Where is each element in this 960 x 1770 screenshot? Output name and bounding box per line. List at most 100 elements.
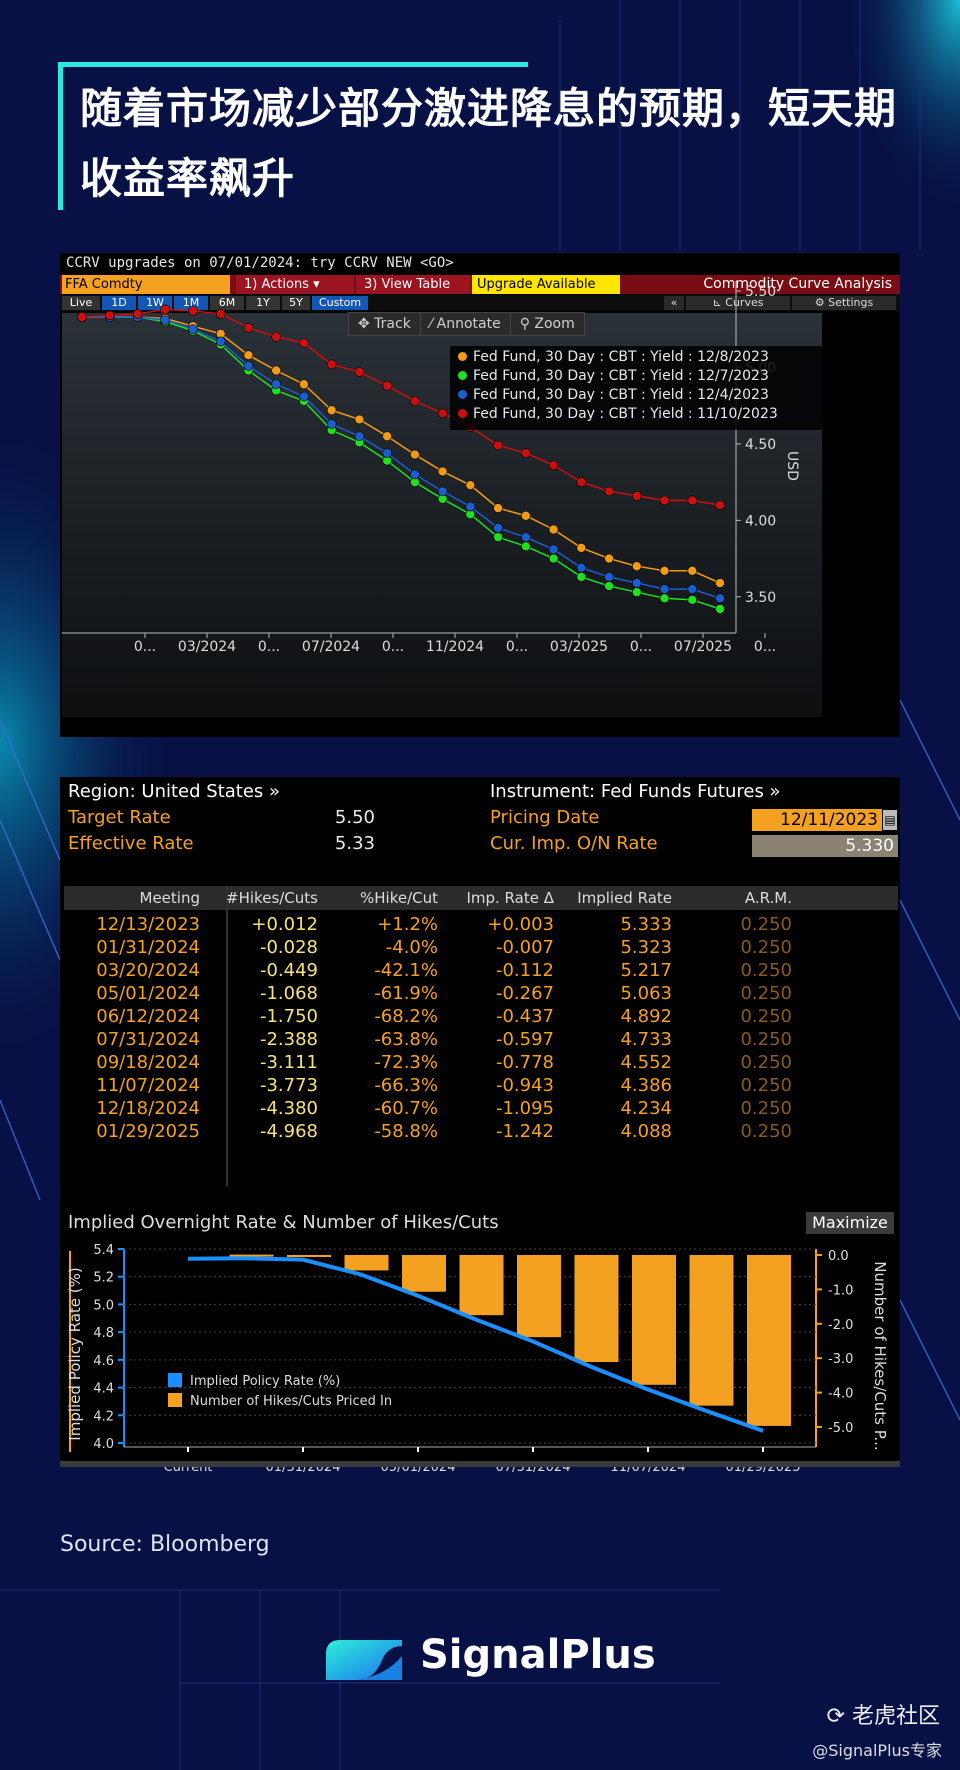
- range-1y[interactable]: 1Y: [246, 296, 280, 310]
- table-cell: -0.112: [495, 960, 554, 981]
- column-header[interactable]: %Hike/Cut: [360, 889, 438, 907]
- column-header[interactable]: A.R.M.: [744, 889, 792, 907]
- watermark-logo-icon: ⟳: [826, 1704, 852, 1729]
- range-1d[interactable]: 1D: [102, 296, 136, 310]
- data-point: [188, 306, 198, 316]
- x-tick-label: 03/2024: [178, 639, 236, 655]
- settings-button[interactable]: ⚙ Settings: [792, 296, 896, 310]
- signalplus-logo-icon: [326, 1640, 402, 1680]
- collapse-button[interactable]: «: [664, 296, 684, 310]
- table-cell: -1.095: [495, 1098, 554, 1119]
- table-cell: -60.7%: [374, 1098, 438, 1119]
- data-point: [299, 338, 309, 348]
- curve-chart: 5.505.004.504.003.50USD0...03/20240...07…: [62, 281, 800, 655]
- bar-chart-title: Implied Overnight Rate & Number of Hikes…: [68, 1212, 499, 1233]
- data-point: [715, 604, 725, 614]
- meeting-date-cell: 01/31/2024: [96, 937, 200, 958]
- table-cell: 0.250: [740, 960, 792, 981]
- security-field[interactable]: FFA Comdty: [62, 275, 230, 294]
- data-point: [659, 584, 670, 594]
- table-cell: 4.733: [620, 1029, 672, 1050]
- calendar-icon[interactable]: ▤: [883, 810, 897, 830]
- data-point: [576, 562, 587, 573]
- view-table-button[interactable]: 3) View Table: [356, 275, 470, 294]
- table-cell: -72.3%: [374, 1052, 438, 1073]
- x-tick-label: 07/2025: [674, 639, 732, 655]
- brand-name: SignalPlus: [420, 1632, 656, 1678]
- data-point: [548, 544, 559, 555]
- range-1m[interactable]: 1M: [174, 296, 208, 310]
- pricing-date-input[interactable]: 12/11/2023: [752, 809, 882, 831]
- table-cell: 4.552: [620, 1052, 672, 1073]
- y2-tick-label: -5.0: [828, 1421, 853, 1436]
- upgrade-available-button[interactable]: Upgrade Available: [472, 275, 620, 294]
- column-header[interactable]: Implied Rate: [577, 889, 672, 907]
- implied-rate-chart: 5.4 5.2 5.0 4.8 4.6 4.4 4.2 4.0 0.0 -1.0 -2.0 -3.0 -…: [66, 1243, 889, 1475]
- data-point: [521, 541, 531, 552]
- table-cell: 5.323: [620, 937, 672, 958]
- x-tick-label: 03/2025: [550, 639, 608, 655]
- curves-button[interactable]: ⊾ Curves: [686, 296, 790, 310]
- table-cell: -0.007: [495, 937, 554, 958]
- data-point: [604, 572, 614, 582]
- table-cell: +0.003: [487, 914, 554, 935]
- legend-swatch: [458, 409, 467, 418]
- x-tick-label: 0...: [258, 639, 280, 655]
- source-note: Source: Bloomberg: [60, 1532, 270, 1557]
- legend-swatch: [168, 1373, 182, 1387]
- y-tick-label: 5.0: [93, 1298, 114, 1313]
- table-cell: 4.234: [620, 1098, 672, 1119]
- data-point: [243, 350, 254, 361]
- range-live[interactable]: Live: [62, 296, 100, 310]
- effective-rate-label: Effective Rate: [68, 833, 194, 854]
- data-point: [631, 587, 642, 597]
- legend-swatch: [458, 390, 467, 399]
- instrument-selector[interactable]: Instrument: Fed Funds Futures »: [490, 781, 781, 802]
- y-tick-label: 4.2: [93, 1409, 114, 1424]
- legend-label: Fed Fund, 30 Day : CBT : Yield : 12/8/20…: [473, 349, 769, 365]
- maximize-button[interactable]: Maximize: [806, 1212, 894, 1234]
- table-cell: -0.267: [495, 983, 554, 1004]
- annotate-tool[interactable]: ⁄ Annotate: [421, 313, 511, 335]
- table-cell: -66.3%: [374, 1075, 438, 1096]
- column-header[interactable]: Imp. Rate Δ: [466, 889, 554, 907]
- range-5y[interactable]: 5Y: [282, 296, 310, 310]
- data-point: [410, 396, 420, 406]
- y-tick-label: 5.2: [93, 1271, 114, 1286]
- data-point: [354, 414, 365, 425]
- y-tick-label: 4.00: [745, 513, 776, 529]
- region-selector[interactable]: Region: United States »: [68, 781, 281, 802]
- hikes-cuts-bar: [344, 1255, 389, 1271]
- data-point: [410, 469, 420, 480]
- data-point: [215, 336, 226, 347]
- hikes-cuts-bar: [689, 1255, 734, 1406]
- y2-axis-label: Number of Hikes/Cuts P...: [871, 1261, 889, 1450]
- table-cell: -61.9%: [374, 983, 438, 1004]
- column-header[interactable]: Meeting: [139, 889, 200, 907]
- actions-menu[interactable]: 1) Actions ▾: [236, 275, 354, 294]
- table-cell: -4.968: [259, 1121, 318, 1142]
- x-tick-label: 0...: [134, 639, 156, 655]
- data-point: [299, 379, 309, 390]
- range-custom[interactable]: Custom: [312, 296, 368, 310]
- data-point: [271, 332, 281, 342]
- table-cell: -0.028: [259, 937, 318, 958]
- table-cell: -42.1%: [374, 960, 438, 981]
- data-point: [659, 565, 670, 576]
- hikes-cuts-bar: [402, 1255, 446, 1292]
- table-cell: 0.250: [740, 1052, 792, 1073]
- command-line[interactable]: CCRV upgrades on 07/01/2024: try CCRV NE…: [66, 255, 454, 271]
- legend-entry: Fed Fund, 30 Day : CBT : Yield : 12/8/20…: [458, 348, 769, 367]
- meeting-date-cell: 09/18/2024: [96, 1052, 200, 1073]
- range-6m[interactable]: 6M: [210, 296, 244, 310]
- track-tool[interactable]: ✥ Track: [349, 313, 421, 335]
- column-header[interactable]: #Hikes/Cuts: [226, 889, 318, 907]
- table-cell: -1.242: [495, 1121, 554, 1142]
- title-accent-bar: [58, 62, 63, 210]
- table-cell: 4.088: [620, 1121, 672, 1142]
- table-cell: -1.750: [259, 1006, 318, 1027]
- table-divider: [226, 886, 228, 1186]
- data-point: [576, 543, 587, 553]
- zoom-tool[interactable]: ⚲ Zoom: [519, 316, 575, 332]
- bar-chart-legend: Implied Policy Rate (%) Number of Hikes/C…: [168, 1373, 392, 1409]
